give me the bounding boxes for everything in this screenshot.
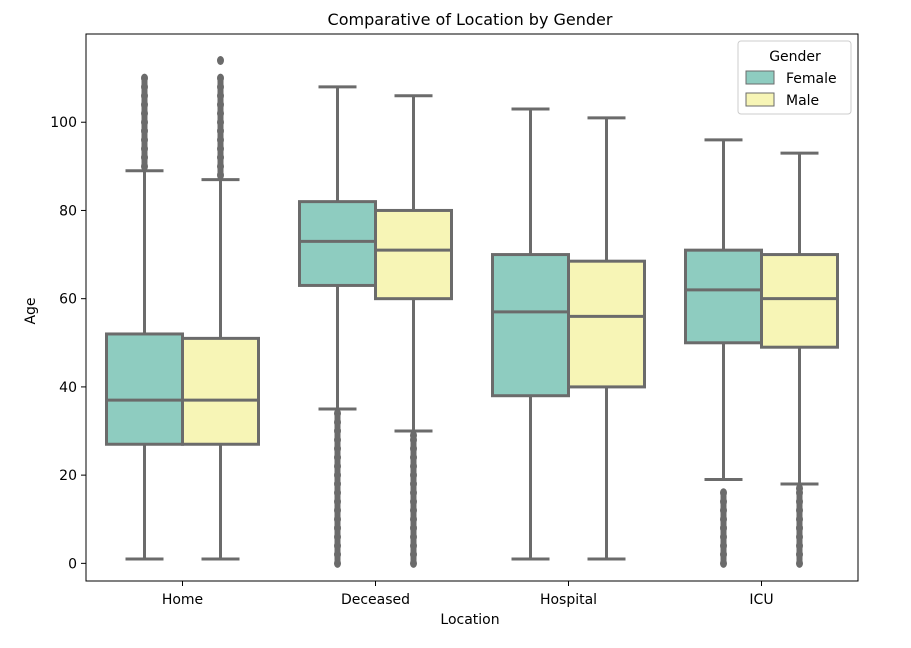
y-tick-label: 20: [59, 468, 77, 484]
box-iqr: [374, 208, 453, 301]
boxplot-series: [105, 55, 839, 568]
y-tick-label: 0: [68, 556, 77, 572]
x-tick-label: Home: [162, 592, 203, 608]
legend-title: Gender: [769, 49, 821, 65]
outlier-cluster: [334, 413, 341, 564]
box-female-deceased: [298, 85, 377, 568]
box-male-hospital: [567, 116, 646, 561]
legend-label-female: Female: [786, 71, 837, 87]
legend-swatch-female: [745, 70, 775, 85]
outlier-cluster: [217, 78, 224, 176]
box-iqr: [760, 253, 839, 349]
x-axis-ticks: Home Deceased Hospital ICU: [162, 581, 774, 608]
outlier-cluster: [796, 488, 803, 564]
x-tick-label: Hospital: [540, 592, 597, 608]
x-axis-label: Location: [440, 612, 499, 628]
box-iqr: [491, 253, 570, 398]
box-female-home: [105, 73, 184, 561]
x-tick-label: ICU: [749, 592, 773, 608]
outlier-cluster: [720, 492, 727, 564]
outlier-cluster: [410, 435, 417, 564]
y-tick-label: 40: [59, 380, 77, 396]
y-axis-ticks: 0 20 40 60 80 100: [50, 115, 86, 572]
legend-label-male: Male: [786, 93, 819, 109]
box-male-deceased: [374, 94, 453, 568]
x-tick-label: Deceased: [341, 592, 410, 608]
box-iqr: [298, 200, 377, 287]
box-iqr: [684, 248, 763, 345]
box-male-home: [181, 55, 260, 561]
box-iqr: [567, 259, 646, 389]
y-axis-label: Age: [23, 297, 39, 324]
outlier-point: [217, 55, 224, 65]
chart-title: Comparative of Location by Gender: [328, 10, 613, 29]
legend: Gender Female Male: [737, 40, 852, 115]
box-female-icu: [684, 138, 763, 568]
plot-area: [85, 33, 859, 582]
y-tick-label: 100: [50, 115, 77, 131]
box-iqr: [181, 336, 260, 446]
outlier-cluster: [141, 78, 148, 167]
legend-swatch-male: [745, 92, 775, 107]
box-iqr: [105, 332, 184, 446]
y-tick-label: 60: [59, 292, 77, 308]
box-female-hospital: [491, 107, 570, 561]
box-male-icu: [760, 151, 839, 568]
y-tick-label: 80: [59, 203, 77, 219]
